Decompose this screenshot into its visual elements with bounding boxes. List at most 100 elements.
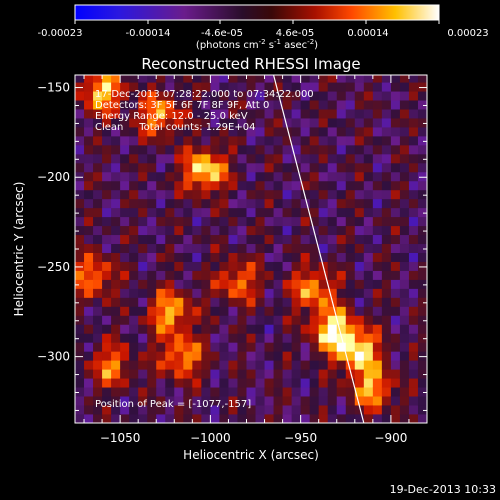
heatmap-cell — [138, 369, 148, 379]
heatmap-cell — [408, 118, 419, 128]
heatmap-cell — [120, 82, 130, 92]
heatmap-cell — [111, 91, 121, 101]
heatmap-cell — [210, 396, 220, 406]
heatmap-cell — [273, 414, 283, 423]
heatmap-cell — [174, 252, 184, 262]
heatmap-cell — [390, 198, 401, 209]
heatmap-cell — [264, 180, 274, 191]
y-tick-label: −150 — [37, 81, 70, 95]
heatmap-cell — [183, 216, 193, 227]
heatmap-cell — [138, 225, 148, 236]
heatmap-cell — [183, 153, 193, 164]
heatmap-cell — [372, 297, 383, 307]
heatmap-cell — [156, 252, 166, 262]
heatmap-cell — [417, 324, 427, 334]
heatmap-cell — [417, 189, 427, 200]
heatmap-cell — [75, 360, 85, 370]
heatmap-cell — [282, 396, 293, 406]
heatmap-cell — [192, 171, 202, 182]
heatmap-cell — [210, 378, 220, 388]
heatmap-cell — [309, 180, 320, 191]
heatmap-cell — [228, 75, 238, 83]
heatmap-cell — [237, 297, 247, 307]
heatmap-cell — [381, 360, 392, 370]
heatmap-cell — [363, 135, 374, 146]
heatmap-cell — [408, 342, 419, 352]
heatmap-cell — [327, 234, 338, 245]
heatmap-cell — [201, 279, 211, 289]
colorbar-tick-label: -0.00023 — [38, 28, 83, 39]
heatmap-cell — [165, 324, 175, 334]
heatmap-cell — [390, 414, 401, 423]
heatmap-cell — [102, 118, 112, 128]
heatmap-cell — [102, 351, 112, 361]
heatmap-cell — [273, 207, 283, 218]
heatmap-cell — [345, 315, 356, 325]
heatmap-cell — [228, 225, 238, 236]
heatmap-cell — [228, 234, 238, 245]
heatmap-cell — [84, 127, 94, 137]
heatmap-cell — [345, 243, 356, 253]
heatmap-cell — [174, 342, 184, 352]
heatmap-cell — [381, 144, 392, 155]
heatmap-cell — [345, 118, 356, 128]
heatmap-cell — [228, 153, 238, 164]
heatmap-cell — [183, 324, 193, 334]
heatmap-cell — [102, 144, 112, 155]
heatmap-cell — [165, 333, 175, 343]
heatmap-cell — [174, 360, 184, 370]
heatmap-cell — [309, 297, 320, 307]
heatmap-cell — [165, 360, 175, 370]
heatmap-cell — [408, 189, 419, 200]
heatmap-cell — [264, 207, 274, 218]
heatmap-cell — [228, 306, 238, 316]
heatmap-cell — [210, 414, 220, 423]
heatmap-cell — [363, 279, 374, 289]
heatmap-cell — [345, 180, 356, 191]
heatmap-cell — [183, 378, 193, 388]
heatmap-cell — [300, 279, 311, 289]
heatmap-cell — [228, 198, 238, 209]
heatmap-cell — [318, 270, 329, 280]
heatmap-cell — [291, 270, 302, 280]
heatmap-cell — [354, 100, 365, 110]
heatmap-cell — [228, 252, 238, 262]
heatmap-cell — [345, 216, 356, 227]
heatmap-cell — [417, 315, 427, 325]
heatmap-cell — [156, 315, 166, 325]
heatmap-cell — [84, 153, 94, 164]
heatmap-cell — [327, 207, 338, 218]
heatmap-cell — [417, 342, 427, 352]
heatmap-cell — [309, 315, 320, 325]
heatmap-cell — [354, 306, 365, 316]
heatmap-cell — [336, 261, 347, 271]
heatmap-cell — [291, 414, 302, 423]
heatmap-cell — [75, 234, 85, 245]
heatmap-cell — [219, 127, 229, 137]
heatmap-cell — [156, 216, 166, 227]
heatmap-cell — [381, 135, 392, 146]
heatmap-cell — [273, 82, 283, 92]
heatmap-cell — [111, 82, 121, 92]
heatmap-cell — [219, 288, 229, 298]
heatmap-cell — [129, 100, 139, 110]
heatmap-cell — [102, 333, 112, 343]
heatmap-cell — [381, 351, 392, 361]
heatmap-cell — [291, 180, 302, 191]
heatmap-cell — [138, 279, 148, 289]
heatmap-cell — [381, 91, 392, 101]
heatmap-cell — [75, 118, 85, 128]
heatmap-cell — [336, 369, 347, 379]
heatmap-cell — [165, 351, 175, 361]
heatmap-cell — [291, 127, 302, 137]
heatmap-cell — [417, 153, 427, 164]
heatmap-cell — [183, 414, 193, 423]
heatmap-cell — [390, 118, 401, 128]
heatmap-cell — [390, 297, 401, 307]
heatmap-cell — [84, 207, 94, 218]
heatmap-cell — [354, 127, 365, 137]
heatmap-cell — [165, 75, 175, 83]
heatmap-cell — [327, 288, 338, 298]
heatmap-cell — [120, 127, 130, 137]
